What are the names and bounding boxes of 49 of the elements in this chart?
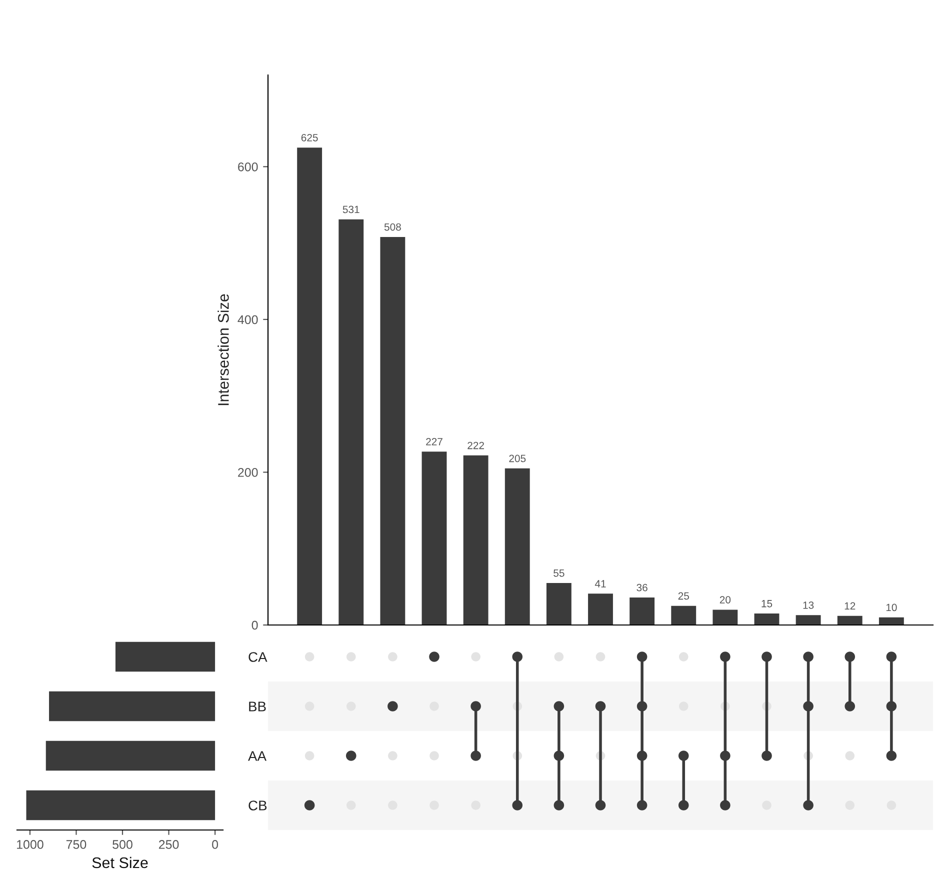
y-tick-label: CA <box>248 652 268 662</box>
bar <box>837 616 862 625</box>
bar <box>380 236 406 625</box>
data-label: 13 <box>803 601 814 609</box>
bar <box>878 617 904 625</box>
data-label: 625 <box>301 134 318 142</box>
data-label: 25 <box>678 592 689 600</box>
bar <box>588 594 613 625</box>
data-label: 227 <box>426 438 442 446</box>
bar <box>546 582 572 625</box>
data-label: 36 <box>636 584 648 592</box>
bar <box>630 598 655 625</box>
x-tick-label: 1000 <box>17 840 44 849</box>
x-tick-label: 0 <box>212 840 218 849</box>
data-label: 41 <box>594 580 606 588</box>
data-label: 222 <box>468 442 484 450</box>
x-tick-label: 750 <box>66 840 86 849</box>
bar <box>754 614 780 625</box>
y-tick-label: 0 <box>252 620 258 630</box>
data-label: 508 <box>384 223 401 231</box>
bar <box>504 468 530 625</box>
data-label: 10 <box>886 604 897 612</box>
bar <box>46 740 216 771</box>
bar <box>338 219 364 625</box>
bar <box>49 691 216 722</box>
data-label: 12 <box>844 602 856 610</box>
data-label: 205 <box>509 454 526 462</box>
x-tick-label: 500 <box>112 840 132 849</box>
data-label: 20 <box>720 596 731 604</box>
y-axis-title: Intersection Size <box>218 294 229 406</box>
bar <box>463 455 488 625</box>
bar <box>422 452 447 625</box>
bar <box>796 615 821 625</box>
x-axis-title: Set Size <box>92 856 148 868</box>
data-label: 531 <box>342 206 360 214</box>
y-tick-label: CB <box>248 800 267 810</box>
data-label: 15 <box>762 600 772 608</box>
y-tick-label: 600 <box>238 162 258 172</box>
bar <box>26 790 216 820</box>
y-tick-label: BB <box>249 702 266 712</box>
bar <box>297 148 322 625</box>
y-tick-label: 200 <box>238 468 258 477</box>
bar <box>712 610 738 625</box>
data-label: 55 <box>554 569 564 577</box>
y-tick-label: 400 <box>238 315 258 324</box>
bar <box>115 642 216 672</box>
y-tick-label: AA <box>248 751 266 761</box>
bar <box>671 606 696 625</box>
x-tick-label: 250 <box>158 840 179 849</box>
